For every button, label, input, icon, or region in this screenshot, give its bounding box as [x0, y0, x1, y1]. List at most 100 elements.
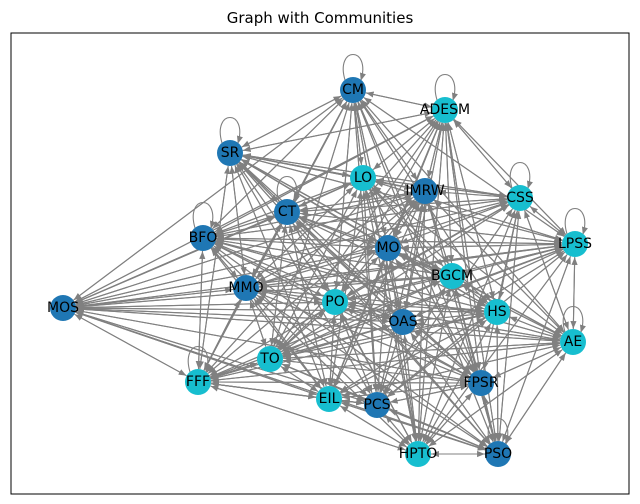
node-label-css: CSS	[506, 190, 534, 206]
edge-hpto-lo	[364, 190, 417, 442]
node-bfo	[190, 225, 216, 251]
node-label-eil: EIL	[319, 391, 340, 407]
edge-ae-bgcm	[463, 282, 562, 337]
edge-hpto-hs	[423, 323, 491, 443]
edge-lpss-ct	[300, 211, 563, 244]
edge-fff-oas	[210, 324, 391, 379]
node-label-hs: HS	[487, 304, 507, 320]
edge-imrw-cm	[360, 100, 418, 181]
node-label-lo: LO	[354, 170, 372, 186]
edge-hpto-fff	[210, 385, 406, 451]
nodes-layer: CM ADESM SR LO IMRW CSS CT BFO MO LPSS BGCM MMO MOS P…	[47, 77, 592, 467]
edge-mmo-lo	[255, 187, 354, 280]
edge-sr-adesm	[242, 111, 433, 152]
node-lo	[350, 165, 376, 191]
edge-pcs-lo	[361, 191, 377, 393]
node-label-mo: MO	[376, 240, 399, 256]
edge-fff-sr	[199, 166, 231, 370]
node-mmo	[233, 275, 259, 301]
edge-ae-imrw	[434, 200, 565, 334]
edge-pcs-css	[383, 208, 513, 395]
edge-css-imrw	[438, 189, 508, 198]
edge-pso-ct	[295, 222, 490, 445]
node-label-pso: PSO	[484, 446, 512, 462]
node-lpss	[562, 231, 588, 257]
node-label-ae: AE	[564, 334, 582, 350]
edge-fff-adesm	[206, 119, 437, 373]
edge-ae-cm	[361, 99, 565, 333]
edge-eil-to	[280, 366, 319, 393]
plot-frame	[10, 32, 630, 495]
edge-mo-css	[400, 202, 508, 244]
edge-mmo-lpss	[258, 243, 562, 287]
node-label-po: PO	[325, 294, 344, 310]
edge-lpss-css	[530, 206, 566, 237]
node-label-fpsr: FPSR	[463, 375, 498, 391]
edge-pso-mos	[75, 311, 486, 451]
edge-eil-sr	[234, 165, 325, 388]
edge-hpto-css	[422, 210, 516, 443]
edge-to-hs	[282, 313, 485, 357]
edge-to-mmo	[249, 300, 267, 347]
edge-eil-mmo	[253, 298, 322, 389]
node-label-mmo: MMO	[228, 280, 263, 296]
edge-eil-bfo	[211, 248, 322, 390]
edge-pso-bfo	[213, 245, 488, 447]
edge-pcs-bfo	[212, 247, 368, 397]
edge-hpto-mo	[387, 261, 417, 442]
edge-to-cm	[273, 102, 350, 347]
edge-fpsr-fff	[211, 378, 469, 386]
edge-oas-mo	[389, 260, 401, 310]
self-loops-layer	[187, 54, 588, 445]
node-css	[507, 185, 533, 211]
edge-hpto-lpss	[425, 254, 568, 444]
node-po	[322, 289, 348, 315]
edge-eil-lpss	[339, 251, 564, 393]
node-label-cm: CM	[342, 82, 364, 98]
node-sr	[217, 140, 243, 166]
node-label-bgcm: BGCM	[431, 268, 473, 284]
node-cm	[340, 77, 366, 103]
edge-mos-adesm	[74, 115, 434, 303]
edge-fff-hs	[210, 313, 485, 380]
edge-hpto-cm	[353, 103, 417, 442]
node-to	[257, 346, 283, 372]
self-loop-cm	[342, 54, 366, 81]
node-label-imrw: IMRW	[405, 183, 444, 199]
self-loop-adesm	[434, 74, 458, 101]
edge-eil-lo	[330, 191, 363, 387]
edge-fpsr-sr	[239, 161, 472, 375]
node-label-oas: OAS	[388, 314, 417, 330]
node-hs	[484, 299, 510, 325]
edge-pso-lpss	[501, 256, 571, 442]
edge-fff-css	[209, 204, 509, 377]
edge-fpsr-adesm	[444, 123, 480, 371]
edge-fpsr-mo	[395, 258, 475, 373]
edge-pso-fpsr	[482, 395, 496, 442]
self-loop-pso	[487, 418, 511, 445]
edge-lpss-mo	[401, 243, 563, 251]
node-pso	[485, 441, 511, 467]
self-loop-ct	[276, 176, 300, 203]
edge-hpto-pcs	[385, 415, 411, 445]
node-ae	[560, 329, 586, 355]
edge-mos-cm	[73, 97, 343, 301]
node-label-mos: MOS	[47, 300, 79, 316]
node-label-pcs: PCS	[363, 397, 390, 413]
edge-pso-pcs	[389, 409, 487, 450]
edge-oas-ct	[296, 221, 394, 314]
edge-bfo-ct	[215, 215, 275, 235]
self-loop-sr	[219, 117, 243, 144]
edge-ae-oas	[416, 321, 561, 342]
node-oas	[390, 309, 416, 335]
edge-hpto-ae	[428, 349, 563, 447]
edge-fff-imrw	[207, 199, 415, 375]
edge-css-lo	[376, 177, 508, 197]
node-imrw	[412, 178, 438, 204]
edge-fpsr-mmo	[258, 292, 470, 379]
edge-pcs-lpss	[386, 252, 565, 398]
node-fpsr	[468, 370, 494, 396]
edge-bfo-cm	[211, 99, 344, 230]
node-eil	[316, 386, 342, 412]
edge-pso-css	[498, 211, 522, 442]
